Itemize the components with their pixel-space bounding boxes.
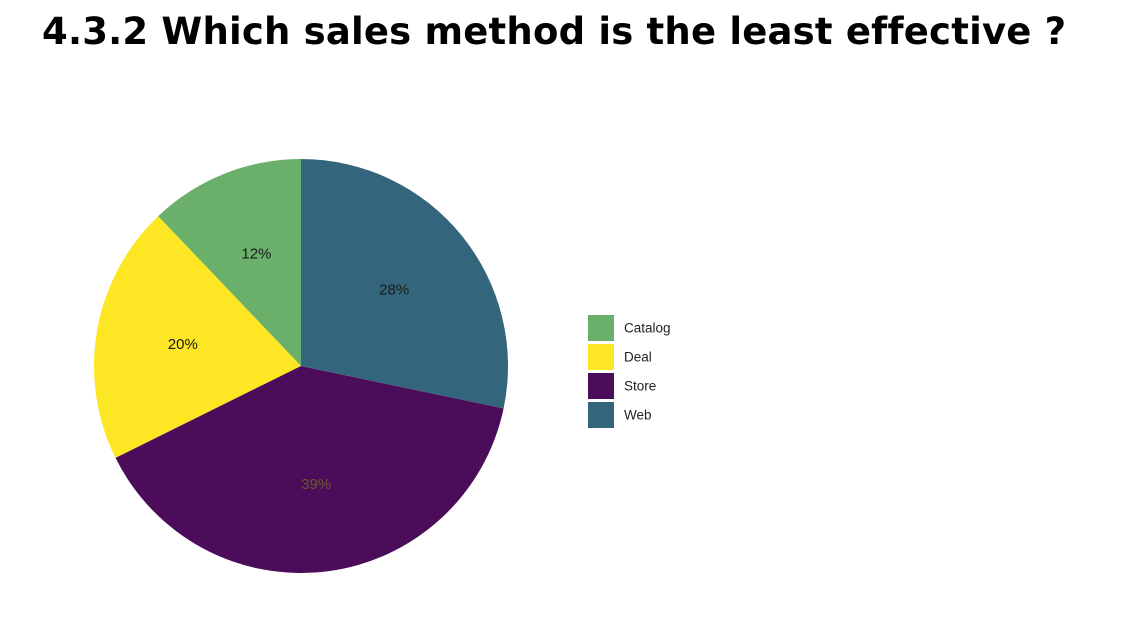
slice-label-catalog: 12% <box>241 245 271 262</box>
pie-slices <box>94 159 508 573</box>
legend-label-web: Web <box>624 408 652 423</box>
pie-slice-store <box>115 366 504 573</box>
legend-label-deal: Deal <box>624 350 652 365</box>
pie-slice-web <box>301 159 508 409</box>
legend-label-store: Store <box>624 379 656 394</box>
page-title: 4.3.2 Which sales method is the least ef… <box>42 10 1067 53</box>
chart-legend: Catalog Deal Store Web <box>588 315 671 428</box>
slice-label-web: 28% <box>379 281 409 298</box>
legend-swatch-catalog <box>588 315 614 341</box>
legend-label-catalog: Catalog <box>624 321 671 336</box>
legend-swatch-deal <box>588 344 614 370</box>
pie-slice-catalog <box>158 159 301 366</box>
pie-slice-deal <box>94 216 301 458</box>
pie-slice-labels: 12% 20% 39% 28% <box>168 245 409 493</box>
legend-swatch-store <box>588 373 614 399</box>
legend-swatch-web <box>588 402 614 428</box>
slice-label-deal: 20% <box>168 336 198 353</box>
slice-label-store: 39% <box>301 476 331 493</box>
